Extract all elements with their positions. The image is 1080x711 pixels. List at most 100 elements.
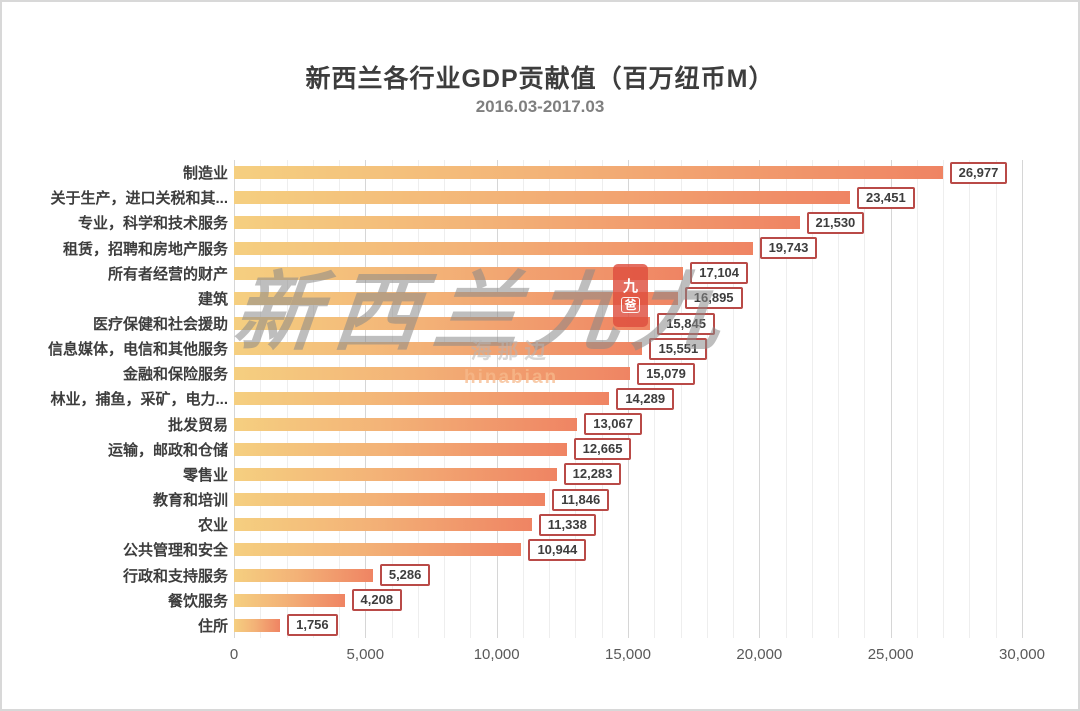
bar [234,367,631,381]
major-gridline [759,160,761,638]
value-label: 19,743 [759,237,818,260]
value-label: 1,756 [287,614,338,637]
category-label: 租赁，招聘和房地产服务 [62,240,228,258]
x-tick-label: 0 [229,646,239,663]
bar [234,493,546,507]
plot-area: 26,977 23,451 21,530 19,743 17,104 16,895 15,8… [234,160,1023,638]
bar [234,266,684,280]
bar-rows: 26,977 23,451 21,530 19,743 17,104 16,895 15,8… [234,160,1022,638]
bar-row: 15,551 [234,336,1022,361]
category-label: 教育和培训 [152,492,228,510]
minor-gridline [995,160,997,638]
category-label: 关于生产，进口关税和其... [50,190,228,208]
category-label: 运输，邮政和仓储 [107,441,228,459]
value-label: 12,665 [573,438,632,461]
value-label: 26,977 [949,161,1008,184]
minor-gridline [680,160,682,638]
minor-gridline [838,160,840,638]
bar-row: 11,846 [234,487,1022,512]
category-label: 餐饮服务 [167,592,228,610]
bar-row: 12,283 [234,462,1022,487]
chart-title: 新西兰各行业GDP贡献值（百万纽币M） [305,65,775,93]
x-tick-label: 30,000 [999,646,1045,663]
x-tick-label: 25,000 [867,646,914,663]
value-label: 15,845 [657,312,715,335]
bar-row: 17,104 [234,261,1022,286]
category-label: 医疗保健和社会援助 [92,316,228,334]
bar-row: 15,079 [234,361,1022,386]
bar-row: 12,665 [234,437,1022,462]
bar-row: 5,286 [234,563,1022,588]
minor-gridline [943,160,945,638]
category-label: 专业，科学和技术服务 [77,215,228,233]
category-label: 住所 [197,617,228,635]
x-tick-label: 15,000 [605,646,651,663]
bar [234,568,373,582]
bar [234,593,345,607]
bar [234,417,578,431]
bar-row: 14,289 [234,386,1022,411]
bar [234,342,643,356]
value-label: 11,338 [538,513,596,536]
bar-row: 26,977 [234,160,1022,185]
bar [234,166,943,180]
category-label: 行政和支持服务 [122,567,228,585]
bar-row: 19,743 [234,235,1022,260]
bar-row: 23,451 [234,185,1022,210]
bar [234,618,281,632]
value-label: 11,846 [552,488,610,511]
category-label: 信息媒体，电信和其他服务 [47,341,228,359]
value-label: 23,451 [856,186,915,209]
bar [234,392,610,406]
bar-row: 13,067 [234,412,1022,437]
bar [234,291,678,305]
bar-row: 21,530 [234,210,1022,235]
x-axis: 0 5,000 10,000 15,000 20,000 25,000 30,000 [230,646,1045,668]
value-label: 21,530 [806,211,865,234]
value-label: 17,104 [690,262,749,285]
bar-row: 15,845 [234,311,1022,336]
category-label: 所有者经营的财产 [107,265,228,283]
bar-row: 11,338 [234,512,1022,537]
minor-gridline [706,160,708,638]
bar [234,442,567,456]
category-label: 公共管理和安全 [122,542,228,560]
bar [234,241,753,255]
minor-gridline [733,160,735,638]
minor-gridline [785,160,787,638]
category-labels: 制造业关于生产，进口关税和其... 专业，科学和技术服务租赁，招聘和房地产服务所有… [2,160,228,638]
category-label: 批发贸易 [167,416,228,434]
minor-gridline [916,160,918,638]
bar [234,518,532,532]
x-tick-label: 20,000 [736,646,783,663]
value-label: 13,067 [584,413,642,436]
category-label: 林业，捕鱼，采矿，电力... [50,391,228,409]
x-tick-label: 5,000 [346,646,385,663]
bar-row: 10,944 [234,537,1022,562]
bar-row: 4,208 [234,588,1022,613]
bar [234,543,522,557]
value-label: 5,286 [379,564,431,587]
minor-gridline [811,160,813,638]
value-label: 16,895 [684,287,743,310]
bar [234,216,800,230]
category-label: 金融和保险服务 [122,366,228,384]
category-label: 建筑 [197,290,228,308]
minor-gridline [969,160,971,638]
major-gridline [1022,160,1023,638]
value-label: 14,289 [616,387,675,410]
bar [234,467,557,481]
category-label: 农业 [197,517,228,535]
category-label: 零售业 [182,466,228,484]
category-label: 制造业 [182,165,228,183]
bar-row: 1,756 [234,613,1022,638]
value-label: 4,208 [351,589,403,612]
bar-row: 16,895 [234,286,1022,311]
chart-subtitle: 2016.03-2017.03 [475,97,605,116]
value-label: 15,079 [637,362,695,385]
x-tick-label: 10,000 [473,646,520,663]
minor-gridline [864,160,866,638]
value-label: 15,551 [649,337,708,360]
bar [234,317,651,331]
